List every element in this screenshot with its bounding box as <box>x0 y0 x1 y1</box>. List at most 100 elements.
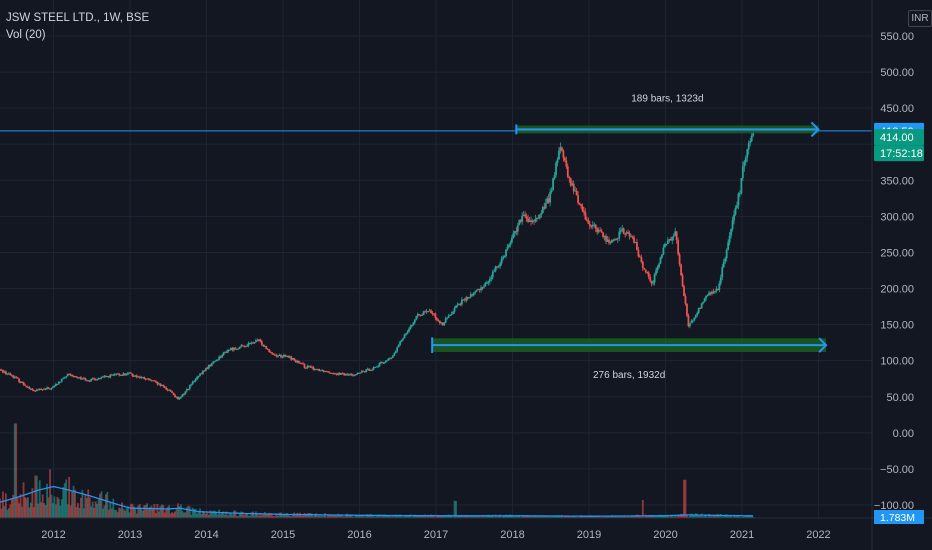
candle-body <box>41 389 44 391</box>
candle-body <box>563 157 566 161</box>
volume-bar <box>252 511 254 518</box>
candle-body <box>333 372 335 374</box>
candle-body <box>4 371 7 374</box>
candle-body <box>288 356 291 358</box>
candle-body <box>235 348 238 350</box>
candle-body <box>661 254 663 258</box>
candle-body <box>403 334 406 339</box>
volume-bar <box>449 515 452 518</box>
candle-body <box>56 384 59 386</box>
volume-bar <box>238 513 241 518</box>
volume-bar <box>475 516 478 518</box>
volume-bar <box>672 516 675 518</box>
volume-bar <box>624 516 627 518</box>
volume-bar <box>521 516 524 518</box>
volume-bar <box>50 494 53 518</box>
candle-body <box>730 229 732 236</box>
candle-body <box>478 289 481 291</box>
volume-bar <box>16 497 19 518</box>
candle-body <box>77 377 79 379</box>
volume-bar <box>203 511 206 518</box>
volume-bar <box>335 515 338 518</box>
volume-bar <box>418 515 421 518</box>
candle-body <box>199 373 201 376</box>
candle-body <box>456 304 459 306</box>
candle-body <box>609 242 612 244</box>
volume-bar <box>13 423 16 518</box>
volume-bar <box>594 516 597 518</box>
volume-bar <box>94 501 97 518</box>
candle-body <box>138 376 141 378</box>
candle-body <box>746 149 749 158</box>
time-axis[interactable]: 2012 2013 2014 2015 2016 2017 2018 2019 2020 2021… <box>0 517 932 541</box>
candle-body <box>447 315 450 318</box>
candle-body <box>94 379 97 381</box>
candle-body <box>34 390 37 392</box>
y-tick-label: 150.00 <box>880 320 914 332</box>
volume-bar <box>278 512 281 518</box>
candle-body <box>224 352 226 354</box>
volume-bar <box>99 493 101 518</box>
volume-bar <box>6 509 9 518</box>
volume-bar <box>477 516 479 518</box>
candle-body <box>703 298 706 302</box>
volume-bar <box>358 515 360 518</box>
candle-body <box>119 374 122 376</box>
candle-body <box>434 314 437 319</box>
candle-body <box>107 376 110 378</box>
volume-bar <box>72 485 75 518</box>
candle-body <box>87 380 90 382</box>
candle-body <box>653 274 656 283</box>
candle-body <box>674 231 677 236</box>
volume-bar <box>739 516 741 518</box>
candle-body <box>225 352 228 354</box>
symbol-title[interactable]: JSW STEEL LTD., 1W, BSE <box>6 12 150 24</box>
drawing-annotations[interactable]: 189 bars, 1323d 276 bars, 1932d <box>0 93 872 381</box>
volume-bar <box>193 509 196 518</box>
candle-body <box>281 356 284 358</box>
candle-body <box>415 316 418 320</box>
volume-bar <box>752 516 755 518</box>
candle-body <box>175 396 178 398</box>
volume-bar <box>603 516 606 518</box>
volume-bar <box>60 499 63 518</box>
volume-bar <box>537 515 540 518</box>
volume-bar <box>212 510 215 518</box>
candle-body <box>537 217 540 219</box>
candle-body <box>140 377 143 379</box>
candle-body <box>280 354 282 358</box>
candle-body <box>141 376 144 378</box>
volume-bar <box>182 512 185 518</box>
candle-body <box>665 243 668 245</box>
candle-body <box>637 249 640 257</box>
candle-body <box>49 388 51 390</box>
candle-body <box>621 228 624 230</box>
candle-body <box>719 277 722 284</box>
volume-bar <box>3 505 6 518</box>
volume-bar <box>180 504 182 518</box>
candle-body <box>271 352 274 354</box>
volume-bar <box>130 504 132 518</box>
candle-body <box>552 178 554 191</box>
candle-body <box>725 250 728 259</box>
candle-body <box>655 270 657 275</box>
candle-body <box>35 389 38 392</box>
price-axis[interactable]: 550.00500.00450.00400.00350.00300.00250.… <box>871 0 914 550</box>
candle-body <box>425 311 428 313</box>
candle-body <box>672 235 675 237</box>
volume-bar <box>147 508 150 518</box>
volume-indicator-title[interactable]: Vol (20) <box>6 29 46 41</box>
candle-body <box>291 358 294 360</box>
currency-badge[interactable]: INR <box>908 10 932 27</box>
volume-bar <box>62 487 65 518</box>
candle-body <box>102 376 104 378</box>
y-tick-label: 50.00 <box>886 392 914 404</box>
candle-body <box>427 311 429 313</box>
volume-bar <box>44 505 47 518</box>
candle-body <box>630 236 632 238</box>
volume-bar <box>277 515 279 518</box>
candle-body <box>228 349 231 351</box>
volume-bar <box>187 505 190 518</box>
volume-bar <box>155 513 157 518</box>
